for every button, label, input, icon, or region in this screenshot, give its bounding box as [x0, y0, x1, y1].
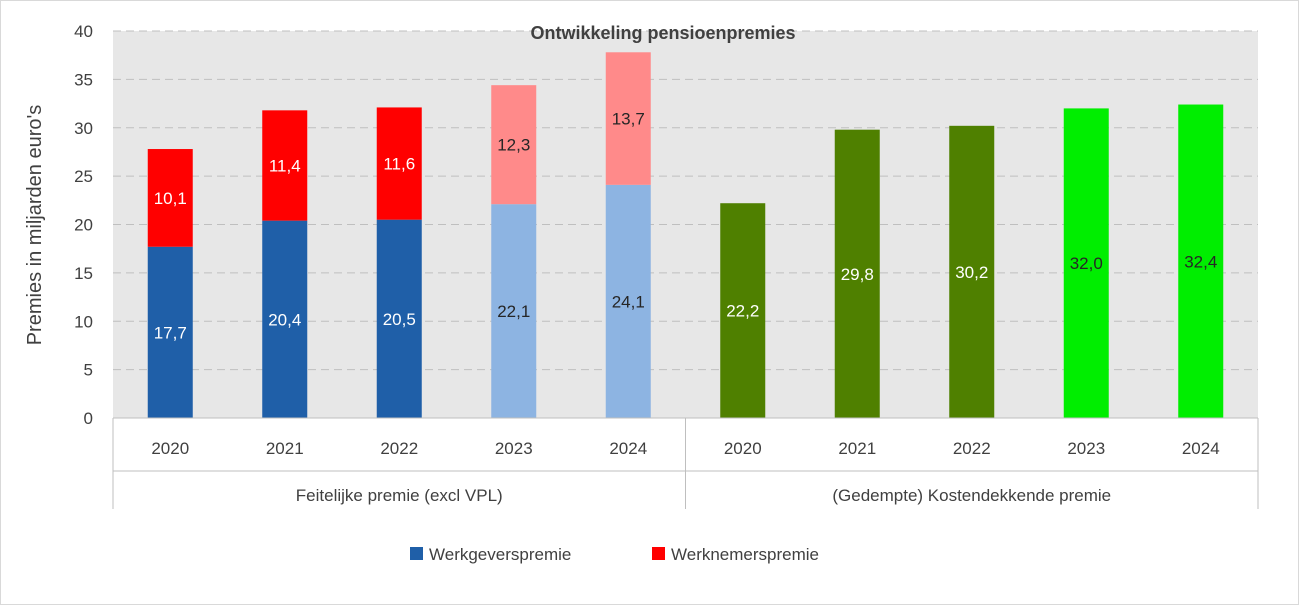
data-label: 11,6	[383, 155, 415, 174]
x-tick-label: 2024	[609, 439, 647, 458]
bars: 17,7 10,1 20,4 11,4 20,5 11,6 22,1 12,3 24,1 13,7…	[147, 52, 1224, 419]
y-tick-label: 15	[74, 264, 93, 283]
data-label: 13,7	[612, 110, 645, 129]
data-label: 17,7	[154, 323, 187, 342]
bar-kostendekkende-premie	[1063, 108, 1109, 419]
data-label: 22,2	[726, 302, 759, 321]
bar-kostendekkende-premie	[949, 125, 995, 418]
bar-werkgeverspremie	[376, 219, 422, 418]
legend: Werkgeverspremie Werknemerspremie	[410, 545, 819, 564]
bar-werknemerspremie	[147, 149, 193, 247]
x-tick-label: 2022	[380, 439, 418, 458]
y-axis-tick-labels: 0 5 10 15 20 25 30 35 40	[74, 22, 93, 428]
x-tick-label: 2021	[266, 439, 304, 458]
x-axis	[112, 417, 1259, 509]
data-label: 10,1	[154, 189, 187, 208]
x-axis-tick-labels: 2020 2021 2022 2023 2024 Feitelijke premie (e…	[151, 439, 1219, 505]
y-tick-label: 35	[74, 70, 93, 89]
data-label: 12,3	[497, 136, 530, 155]
y-tick-label: 40	[74, 22, 93, 41]
data-label: 11,4	[269, 156, 301, 175]
legend-label: Werknemerspremie	[671, 545, 819, 564]
bar-werknemerspremie	[605, 52, 651, 185]
bar-kostendekkende-premie	[1178, 104, 1224, 418]
x-tick-label: 2023	[495, 439, 533, 458]
bar-werkgeverspremie	[262, 220, 308, 418]
data-label: 32,4	[1184, 252, 1217, 271]
x-tick-label: 2024	[1182, 439, 1220, 458]
data-label: 22,1	[497, 302, 530, 321]
data-label: 29,8	[841, 265, 874, 284]
x-tick-label: 2022	[953, 439, 991, 458]
bar-werknemerspremie	[262, 110, 308, 221]
x-tick-label: 2020	[151, 439, 189, 458]
data-label: 20,4	[268, 310, 301, 329]
y-axis-label: Premies in miljarden euro's	[24, 105, 46, 346]
bar-werknemerspremie	[376, 107, 422, 220]
y-tick-label: 30	[74, 119, 93, 138]
legend-swatch	[410, 547, 423, 560]
bar-kostendekkende-premie	[720, 203, 766, 418]
bar-kostendekkende-premie	[834, 129, 880, 418]
data-label: 24,1	[612, 292, 645, 311]
y-tick-label: 5	[84, 361, 93, 380]
bar-werknemerspremie	[491, 85, 537, 205]
bar-werkgeverspremie	[491, 204, 537, 418]
bar-werkgeverspremie	[147, 246, 193, 418]
group-label: Feitelijke premie (excl VPL)	[296, 486, 503, 505]
x-tick-label: 2020	[724, 439, 762, 458]
x-tick-label: 2021	[838, 439, 876, 458]
group-label: (Gedempte) Kostendekkende premie	[832, 486, 1111, 505]
y-tick-label: 25	[74, 167, 93, 186]
bar-werkgeverspremie	[605, 184, 651, 418]
legend-label: Werkgeverspremie	[429, 545, 571, 564]
y-tick-label: 20	[74, 216, 93, 235]
legend-swatch	[652, 547, 665, 560]
chart-title: Ontwikkeling pensioenpremies	[530, 23, 795, 43]
y-tick-label: 0	[84, 409, 93, 428]
x-tick-label: 2023	[1067, 439, 1105, 458]
y-tick-label: 10	[74, 312, 93, 331]
data-label: 32,0	[1070, 254, 1103, 273]
data-label: 30,2	[955, 263, 988, 282]
data-label: 20,5	[383, 310, 416, 329]
